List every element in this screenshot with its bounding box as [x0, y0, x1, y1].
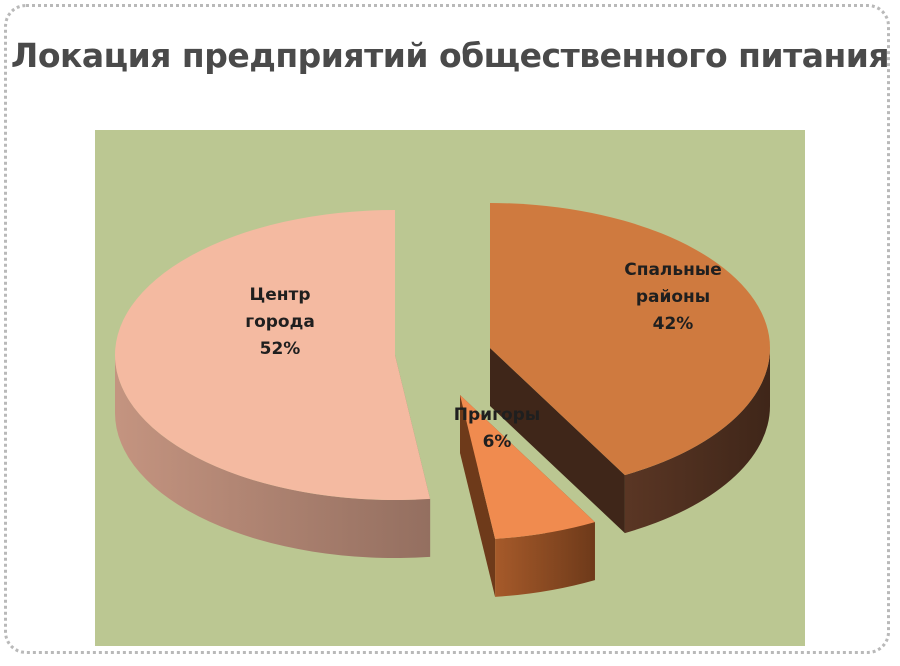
- plot-area: Центр города 52% Спальные районы 42% Пригоры 6%: [95, 130, 805, 646]
- pie-label-center: Центр города 52%: [245, 285, 315, 359]
- pie-slice-wall-suburbs: [460, 395, 496, 597]
- chart-title: Локация предприятий общественного питани…: [10, 36, 890, 75]
- pie-label-sleeping: Спальные районы 42%: [624, 260, 722, 334]
- pie-slice-center: [114, 210, 431, 558]
- pie-slice-wall-sleeping: [490, 348, 625, 534]
- pie-slice-rim-suburbs: [495, 522, 595, 597]
- pie-slice-sleeping: [490, 203, 771, 534]
- pie-slice-top-sleeping: [490, 203, 771, 476]
- pie-slice-rim-sleeping: [624, 348, 770, 534]
- pie-chart: Центр города 52% Спальные районы 42% Пригоры 6%: [114, 203, 771, 597]
- pie-label-suburbs: Пригоры 6%: [454, 405, 540, 452]
- pie-slice-rim-center: [115, 355, 431, 558]
- chart-frame: [4, 4, 890, 654]
- pie-slice-top-center: [114, 210, 431, 500]
- pie-slice-top-suburbs: [460, 395, 595, 539]
- pie-slice-suburbs: [460, 395, 595, 597]
